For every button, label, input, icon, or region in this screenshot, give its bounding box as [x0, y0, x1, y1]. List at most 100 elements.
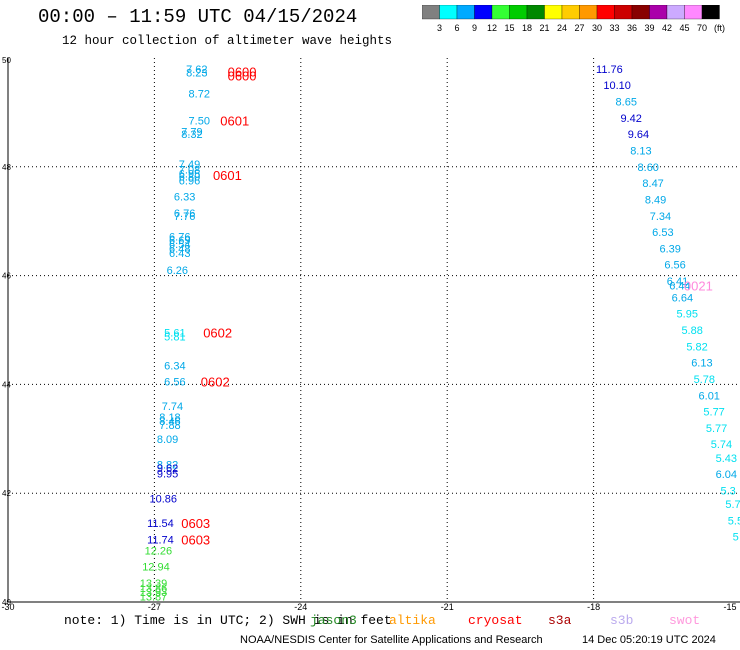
- wave-height-label: 5.3: [720, 485, 735, 497]
- wave-height-label: 8.46: [159, 416, 180, 428]
- wave-height-label: 6.69: [169, 235, 190, 247]
- x-tick-label: -24: [294, 602, 307, 612]
- pass-time-label: 0601: [213, 168, 242, 183]
- wave-height-label: 7.74: [162, 401, 183, 413]
- wave-height-label: 11.76: [596, 64, 623, 76]
- wave-height-label: 8.09: [157, 434, 178, 446]
- pass-time-label: 0603: [181, 516, 210, 531]
- y-tick-label: 50: [2, 56, 11, 65]
- wave-height-label: 6.26: [167, 265, 188, 277]
- wave-height-label: 5.77: [706, 423, 727, 435]
- scale-label: 27: [574, 23, 584, 33]
- pass-time-label: 0602: [201, 375, 230, 390]
- wave-height-label: 9.64: [628, 129, 649, 141]
- wave-height-label: 7.50: [189, 116, 210, 128]
- wave-height-label: 6.95: [179, 168, 200, 180]
- x-tick-label: -15: [723, 602, 736, 612]
- x-tick-label: -18: [587, 602, 600, 612]
- scale-label: 9: [472, 23, 477, 33]
- wave-height-label: 6.56: [164, 377, 185, 389]
- wave-height-label: 12.26: [145, 545, 173, 557]
- map-subtitle: 12 hour collection of altimeter wave hei…: [62, 34, 393, 48]
- scale-label: 33: [609, 23, 619, 33]
- wave-height-label: 8.82: [157, 459, 178, 471]
- wave-height-label: 6.01: [699, 390, 720, 402]
- color-scale-legend: 3 6 9 12 15 18 21 24 27 30 33 36 39 42 45 70 (ft): [422, 5, 725, 33]
- wave-height-label: 5.43: [716, 453, 737, 465]
- satellite-swot: swot: [669, 613, 701, 628]
- wave-height-label: 13.87: [140, 592, 168, 604]
- wave-height-label: 5.88: [681, 325, 702, 337]
- scale-label: 30: [592, 23, 602, 33]
- satellite-s3b: s3b: [610, 613, 634, 628]
- wave-height-label: 6.41: [667, 276, 688, 288]
- wave-height-label: 6.76: [174, 208, 195, 220]
- y-tick-label: 48: [2, 163, 11, 172]
- wave-height-label: 5.82: [686, 341, 707, 353]
- wave-height-label: 8.18: [159, 412, 180, 424]
- x-tick-label: -27: [148, 602, 161, 612]
- scale-label: 42: [662, 23, 672, 33]
- wave-height-label: 7.49: [179, 159, 200, 171]
- wave-height-label: 13.93: [140, 587, 168, 599]
- wave-height-label: 7.88: [159, 420, 180, 432]
- wave-height-label: 6.04: [716, 469, 737, 481]
- wave-height-label: 13.86: [140, 583, 168, 595]
- pass-time-label: 0603: [181, 532, 210, 547]
- wave-height-label: 6.34: [164, 360, 185, 372]
- pass-time-label: 0021: [684, 278, 713, 293]
- y-tick-label: 44: [2, 380, 11, 389]
- x-tick-label: -30: [1, 602, 14, 612]
- scale-label: 45: [679, 23, 689, 33]
- pass-time-label: 0600: [228, 65, 257, 80]
- scale-label: 70: [697, 23, 707, 33]
- scale-label: 3: [437, 23, 442, 33]
- wave-height-label: 6.76: [169, 231, 190, 243]
- wave-height-label: 5: [733, 532, 739, 544]
- wave-height-label: 6.39: [659, 243, 680, 255]
- wave-height-label: 5.61: [164, 328, 185, 340]
- wave-height-label: 6.64: [672, 292, 693, 304]
- scale-label: 15: [504, 23, 514, 33]
- map-title: 00:00 – 11:59 UTC 04/15/2024: [38, 6, 358, 28]
- wave-height-label: 8.47: [642, 178, 663, 190]
- pass-time-label: 0600: [228, 68, 257, 83]
- wave-height-label: 5.74: [711, 439, 732, 451]
- generated-timestamp: 14 Dec 05:20:19 UTC 2024: [582, 634, 716, 646]
- wave-height-label: 8.32: [181, 129, 202, 141]
- wave-height-label: 8.65: [616, 97, 637, 109]
- wave-height-label: 11.74: [147, 534, 174, 546]
- satellite-jason3: jason3: [310, 613, 357, 628]
- wave-height-label: 12.94: [142, 562, 170, 574]
- wave-height-label: 6.43: [169, 248, 190, 260]
- y-tick-label: 40: [2, 598, 11, 607]
- scale-label: 12: [487, 23, 497, 33]
- wave-height-label: 5.77: [703, 407, 724, 419]
- wave-height-label: 9.62: [157, 463, 178, 475]
- scale-label: 36: [627, 23, 637, 33]
- wave-height-label: 6.96: [179, 175, 200, 187]
- wave-height-label: 5.78: [694, 374, 715, 386]
- wave-height-label: 6.48: [169, 243, 190, 255]
- altimeter-map: -30 -27 -24 -21 -18 -15 40 42 44 46 48 50 7.628.23 8.…: [1, 56, 740, 612]
- wave-height-label: 6.80: [179, 172, 200, 184]
- wave-height-label: 6.53: [652, 227, 673, 239]
- satellite-altika: altika: [389, 613, 436, 628]
- wave-height-label: 6.56: [664, 260, 685, 272]
- y-tick-label: 42: [2, 489, 11, 498]
- wave-height-label: 9.95: [157, 469, 178, 481]
- pass-time-label: 0602: [203, 326, 232, 341]
- wave-height-label: 8.72: [189, 88, 210, 100]
- wave-height-label: 6.13: [691, 358, 712, 370]
- wave-height-label: 8.60: [638, 162, 659, 174]
- wave-height-label: 6.54: [169, 239, 190, 251]
- wave-height-label: 7.62: [186, 64, 207, 76]
- pass-time-label: 0601: [220, 114, 249, 129]
- wave-height-label: 5.81: [164, 332, 185, 344]
- scale-label: (ft): [714, 23, 725, 33]
- footer-note: note: 1) Time is in UTC; 2) SWH is in fe…: [64, 613, 392, 628]
- scale-label: 18: [522, 23, 532, 33]
- scale-label: 39: [644, 23, 654, 33]
- wave-height-label: 5.5: [728, 515, 740, 527]
- satellite-s3a: s3a: [548, 613, 572, 628]
